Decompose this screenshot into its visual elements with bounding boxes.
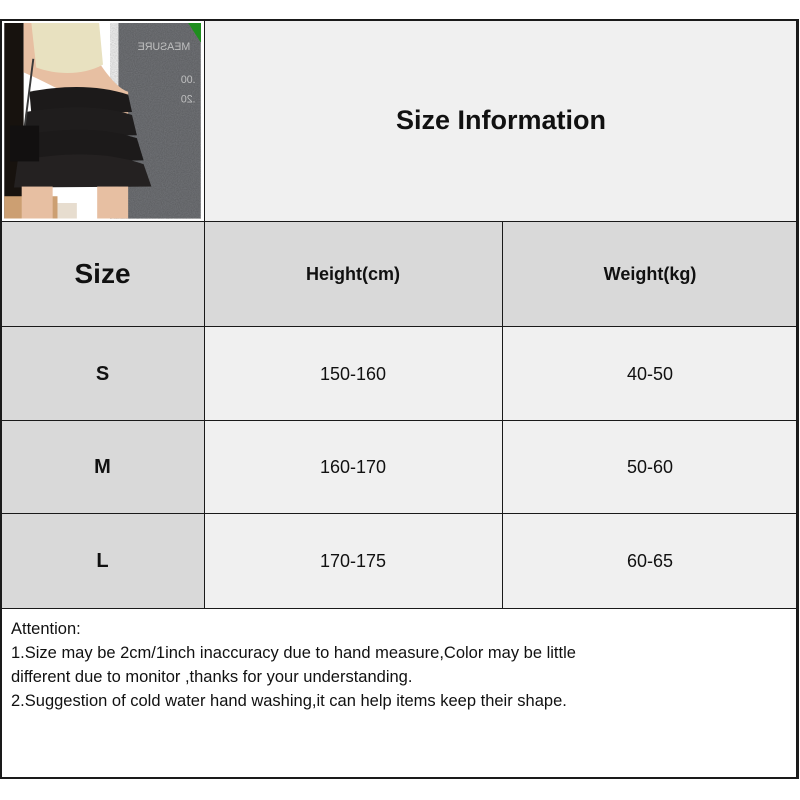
svg-text:.20: .20 (181, 93, 196, 105)
svg-text:MEASURE: MEASURE (138, 41, 191, 53)
svg-text:.00: .00 (181, 74, 196, 86)
